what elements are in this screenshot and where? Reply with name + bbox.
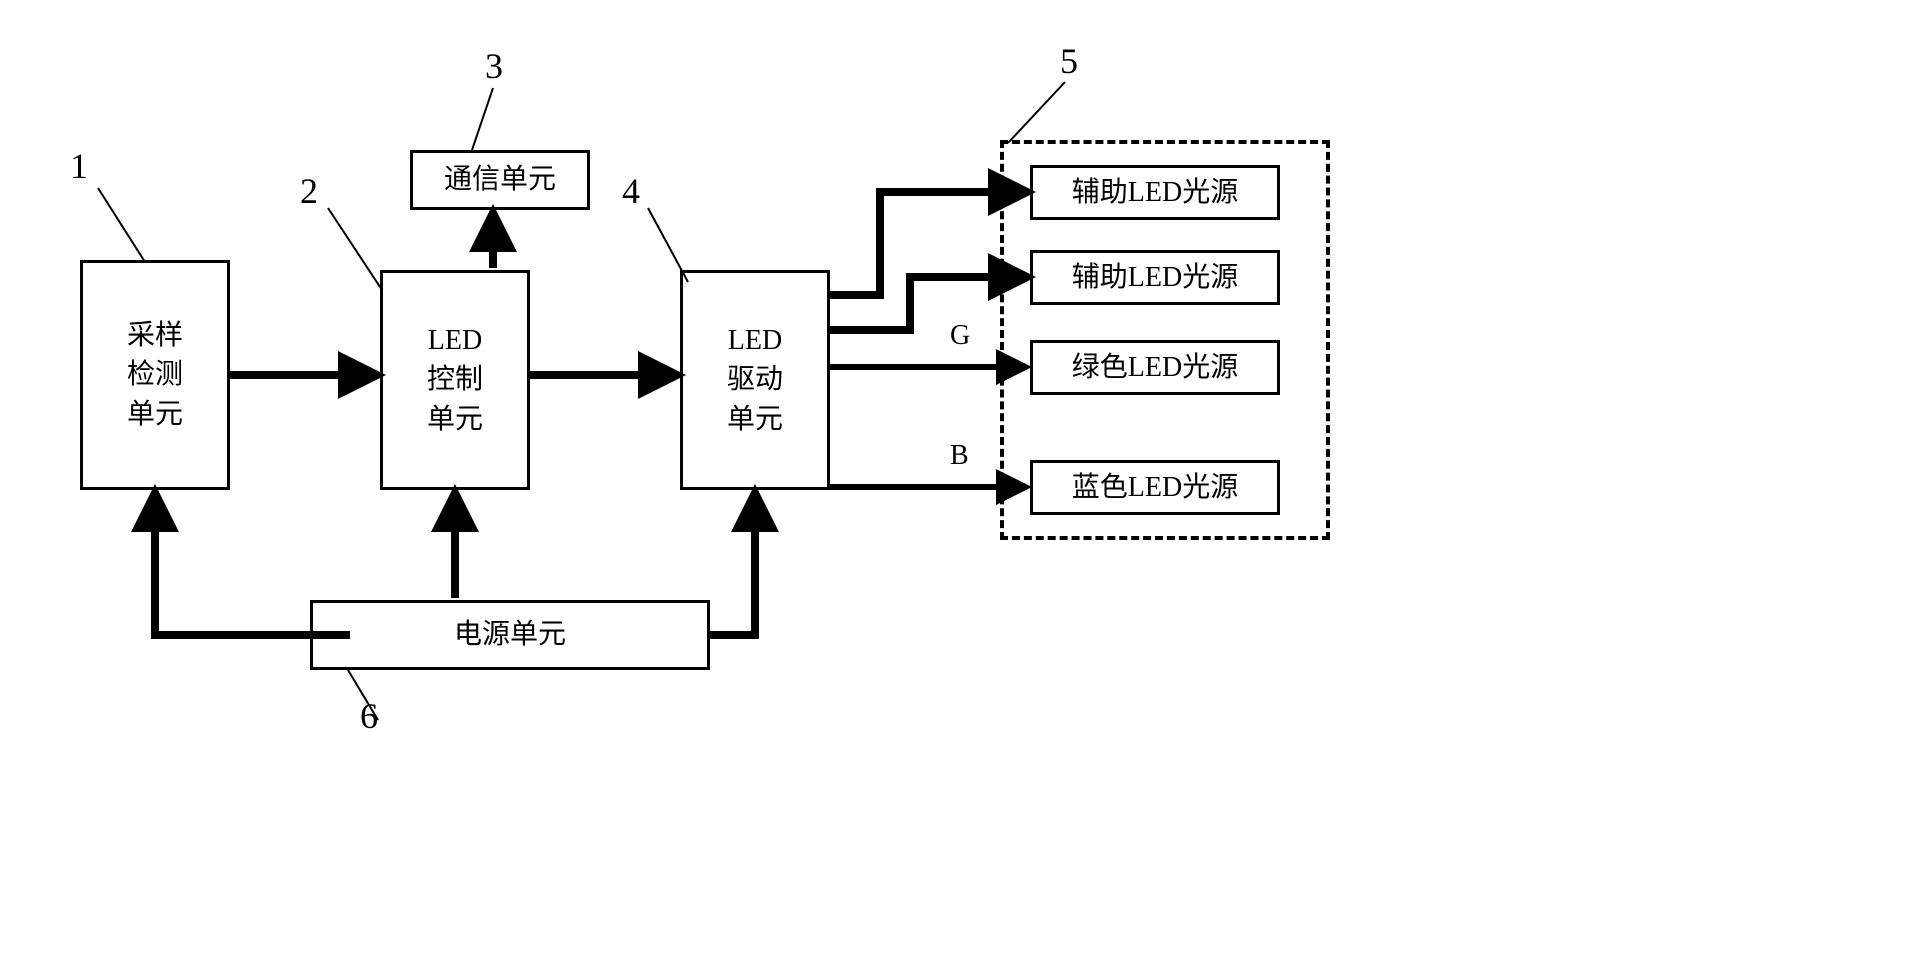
callout-2: 2 bbox=[300, 170, 318, 212]
node-label: 蓝色LED光源 bbox=[1072, 468, 1238, 507]
node-label: 辅助LED光源 bbox=[1072, 258, 1238, 297]
node-aux-led-2: 辅助LED光源 bbox=[1030, 250, 1280, 305]
callout-3: 3 bbox=[485, 45, 503, 87]
node-aux-led-1: 辅助LED光源 bbox=[1030, 165, 1280, 220]
node-label: 采样检测单元 bbox=[127, 316, 183, 434]
callout-6: 6 bbox=[360, 695, 378, 737]
edge-label-g: G bbox=[950, 320, 970, 352]
node-label: 绿色LED光源 bbox=[1072, 348, 1238, 387]
block-diagram: 采样检测单元 LED控制单元 通信单元 LED驱动单元 辅助LED光源 辅助LE… bbox=[40, 40, 1540, 790]
node-label: LED控制单元 bbox=[427, 321, 483, 439]
node-led-driver: LED驱动单元 bbox=[680, 270, 830, 490]
node-blue-led: 蓝色LED光源 bbox=[1030, 460, 1280, 515]
node-label: 通信单元 bbox=[444, 160, 556, 199]
callout-4: 4 bbox=[622, 170, 640, 212]
callout-5: 5 bbox=[1060, 40, 1078, 82]
node-label: LED驱动单元 bbox=[727, 321, 783, 439]
node-label: 电源单元 bbox=[454, 615, 566, 654]
node-comm-unit: 通信单元 bbox=[410, 150, 590, 210]
node-sampling-detection: 采样检测单元 bbox=[80, 260, 230, 490]
edge-label-b: B bbox=[950, 440, 969, 472]
callout-1: 1 bbox=[70, 145, 88, 187]
node-power-unit: 电源单元 bbox=[310, 600, 710, 670]
node-led-control: LED控制单元 bbox=[380, 270, 530, 490]
node-green-led: 绿色LED光源 bbox=[1030, 340, 1280, 395]
node-label: 辅助LED光源 bbox=[1072, 173, 1238, 212]
